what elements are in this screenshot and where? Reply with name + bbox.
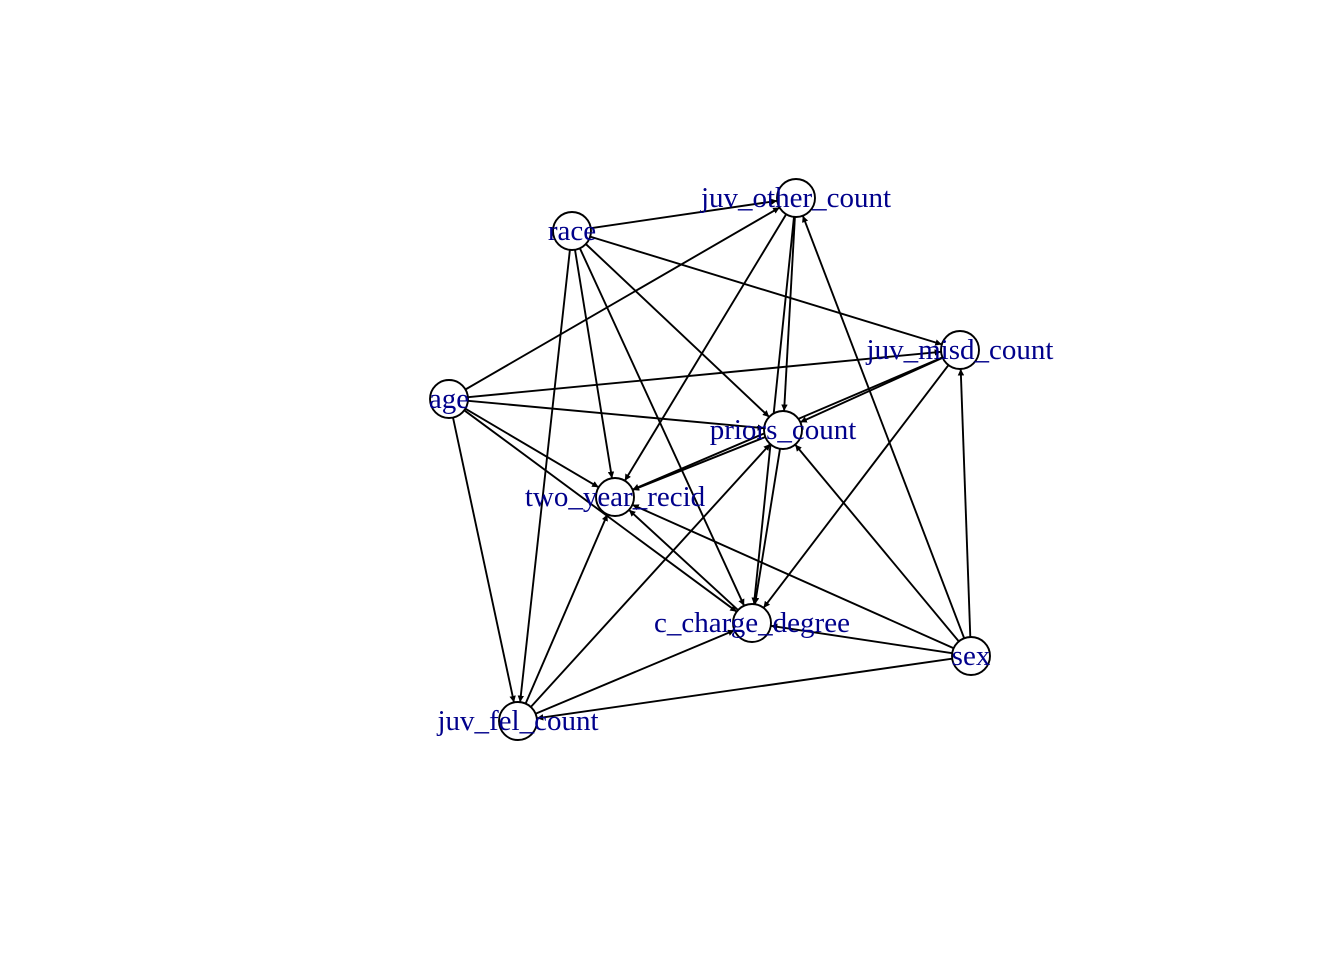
- node-label-priors_count: priors_count: [710, 414, 857, 446]
- edge-juv_other_count-to-priors_count: [781, 216, 796, 412]
- node-circle-juv_misd_count: [940, 330, 980, 370]
- edge-sex-to-c_charge_degree: [770, 623, 953, 655]
- edge-age-to-two_year_recid: [464, 407, 600, 489]
- edge-sex-to-two_year_recid: [631, 503, 955, 650]
- node-age: age: [429, 379, 469, 419]
- node-label-age: age: [429, 383, 469, 415]
- edge-juv_misd_count-to-c_charge_degree: [762, 364, 950, 609]
- node-circle-sex: [951, 636, 991, 676]
- node-juv_fel_count: juv_fel_count: [436, 701, 599, 741]
- edge-age-to-juv_fel_count: [452, 417, 516, 703]
- node-label-race: race: [548, 215, 596, 247]
- edge-layer: [452, 198, 972, 721]
- edge-juv_fel_count-to-c_charge_degree: [535, 629, 735, 715]
- node-circle-juv_other_count: [776, 178, 816, 218]
- edge-sex-to-juv_misd_count: [957, 368, 972, 638]
- node-label-sex: sex: [952, 640, 991, 672]
- edge-age-to-priors_count: [467, 399, 765, 431]
- edge-priors_count-to-c_charge_degree: [752, 448, 781, 605]
- edge-juv_other_count-to-c_charge_degree: [751, 216, 795, 605]
- node-label-juv_other_count: juv_other_count: [700, 182, 891, 214]
- edge-race-to-juv_misd_count: [589, 235, 943, 346]
- edge-juv_other_count-to-two_year_recid: [623, 213, 788, 482]
- edge-sex-to-juv_other_count: [801, 215, 966, 639]
- edge-age-to-juv_misd_count: [467, 349, 942, 399]
- node-label-two_year_recid: two_year_recid: [525, 481, 706, 513]
- edge-juv_fel_count-to-priors_count: [530, 443, 771, 708]
- node-circle-c_charge_degree: [732, 603, 772, 643]
- edge-race-to-priors_count: [585, 243, 770, 418]
- node-race: race: [548, 211, 596, 251]
- edge-race-to-juv_fel_count: [517, 249, 571, 703]
- edge-sex-to-juv_fel_count: [536, 657, 953, 721]
- node-juv_misd_count: juv_misd_count: [866, 330, 1054, 370]
- edge-juv_fel_count-to-two_year_recid: [524, 514, 609, 704]
- edge-juv_misd_count-to-priors_count: [799, 356, 944, 424]
- node-label-juv_misd_count: juv_misd_count: [866, 334, 1054, 366]
- edge-c_charge_degree-to-two_year_recid: [628, 509, 739, 611]
- edge-race-to-two_year_recid: [574, 249, 615, 479]
- node-label-juv_fel_count: juv_fel_count: [436, 705, 598, 737]
- node-circle-two_year_recid: [595, 477, 635, 517]
- node-juv_other_count: juv_other_count: [700, 178, 891, 218]
- node-circle-race: [552, 211, 592, 251]
- edge-age-to-c_charge_degree: [463, 409, 738, 613]
- edge-sex-to-priors_count: [794, 443, 960, 643]
- edge-race-to-juv_other_count: [590, 198, 778, 230]
- node-label-c_charge_degree: c_charge_degree: [654, 607, 850, 639]
- node-sex: sex: [951, 636, 991, 676]
- edge-age-to-juv_other_count: [464, 206, 781, 391]
- node-two_year_recid: two_year_recid: [525, 477, 706, 517]
- node-priors_count: priors_count: [710, 410, 857, 450]
- node-circle-age: [429, 379, 469, 419]
- edge-priors_count-to-two_year_recid: [632, 436, 766, 491]
- node-circle-priors_count: [763, 410, 803, 450]
- node-c_charge_degree: c_charge_degree: [654, 603, 850, 643]
- node-circle-juv_fel_count: [498, 701, 538, 741]
